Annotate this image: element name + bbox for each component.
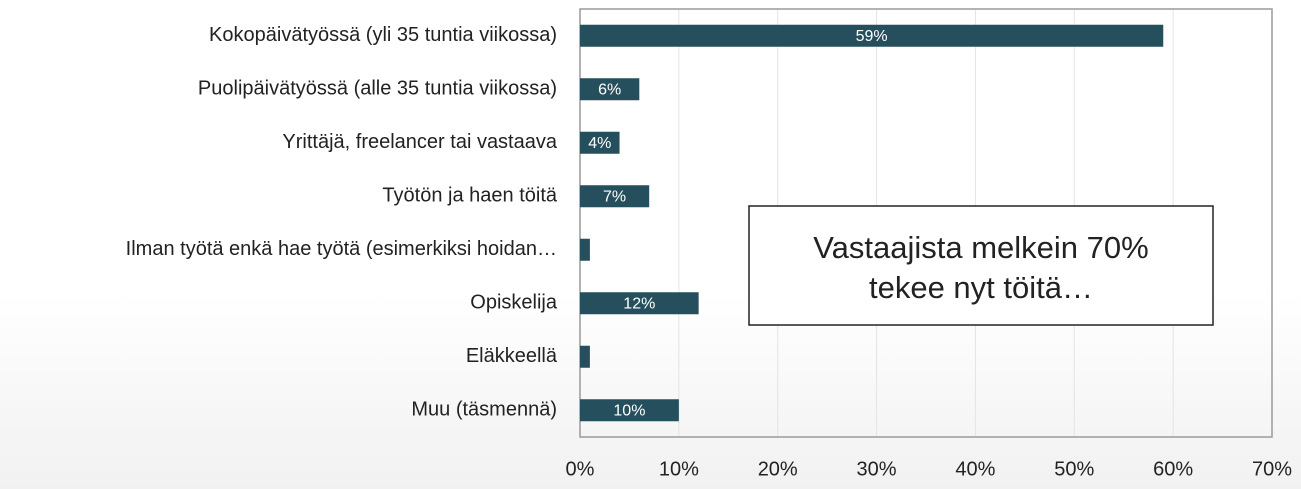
y-tick-label: Kokopäivätyössä (yli 35 tuntia viikossa)	[209, 24, 557, 46]
annotation: Vastaajista melkein 70%	[813, 230, 1148, 265]
y-tick-label: Eläkkeellä	[466, 345, 558, 367]
y-tick-label: Ilman työtä enkä hae työtä (esimerkiksi …	[126, 238, 557, 260]
bar	[580, 345, 590, 368]
x-tick-label: 70%	[1252, 458, 1292, 480]
bar	[580, 185, 650, 208]
y-tick-label: Opiskelija	[470, 292, 558, 314]
x-tick-label: 40%	[955, 458, 995, 480]
data-label: 4%	[588, 135, 611, 152]
x-tick-label: 20%	[758, 458, 798, 480]
y-tick-label: Työtön ja haen töitä	[382, 185, 557, 207]
annotation-box	[748, 205, 1214, 326]
bar	[580, 24, 1164, 47]
bar	[580, 131, 620, 154]
bar	[580, 292, 699, 315]
data-label: 12%	[623, 295, 655, 312]
y-tick-label: Yrittäjä, freelancer tai vastaava	[282, 131, 557, 153]
x-tick-label: 60%	[1153, 458, 1193, 480]
x-tick-label: 30%	[857, 458, 897, 480]
plot-border	[579, 8, 1273, 438]
bar	[580, 78, 640, 101]
x-tick-label: 0%	[566, 458, 595, 480]
x-tick-label: 50%	[1054, 458, 1094, 480]
data-label: 10%	[613, 402, 645, 419]
data-label: 6%	[598, 81, 621, 98]
data-label: 7%	[603, 188, 626, 205]
annotation: tekee nyt töitä…	[869, 270, 1093, 305]
y-tick-label: Muu (täsmennä)	[411, 399, 557, 421]
bar	[580, 238, 590, 261]
x-tick-label: 10%	[659, 458, 699, 480]
data-label: 59%	[856, 28, 888, 45]
bar	[580, 399, 679, 422]
y-tick-label: Puolipäivätyössä (alle 35 tuntia viikoss…	[198, 78, 557, 100]
